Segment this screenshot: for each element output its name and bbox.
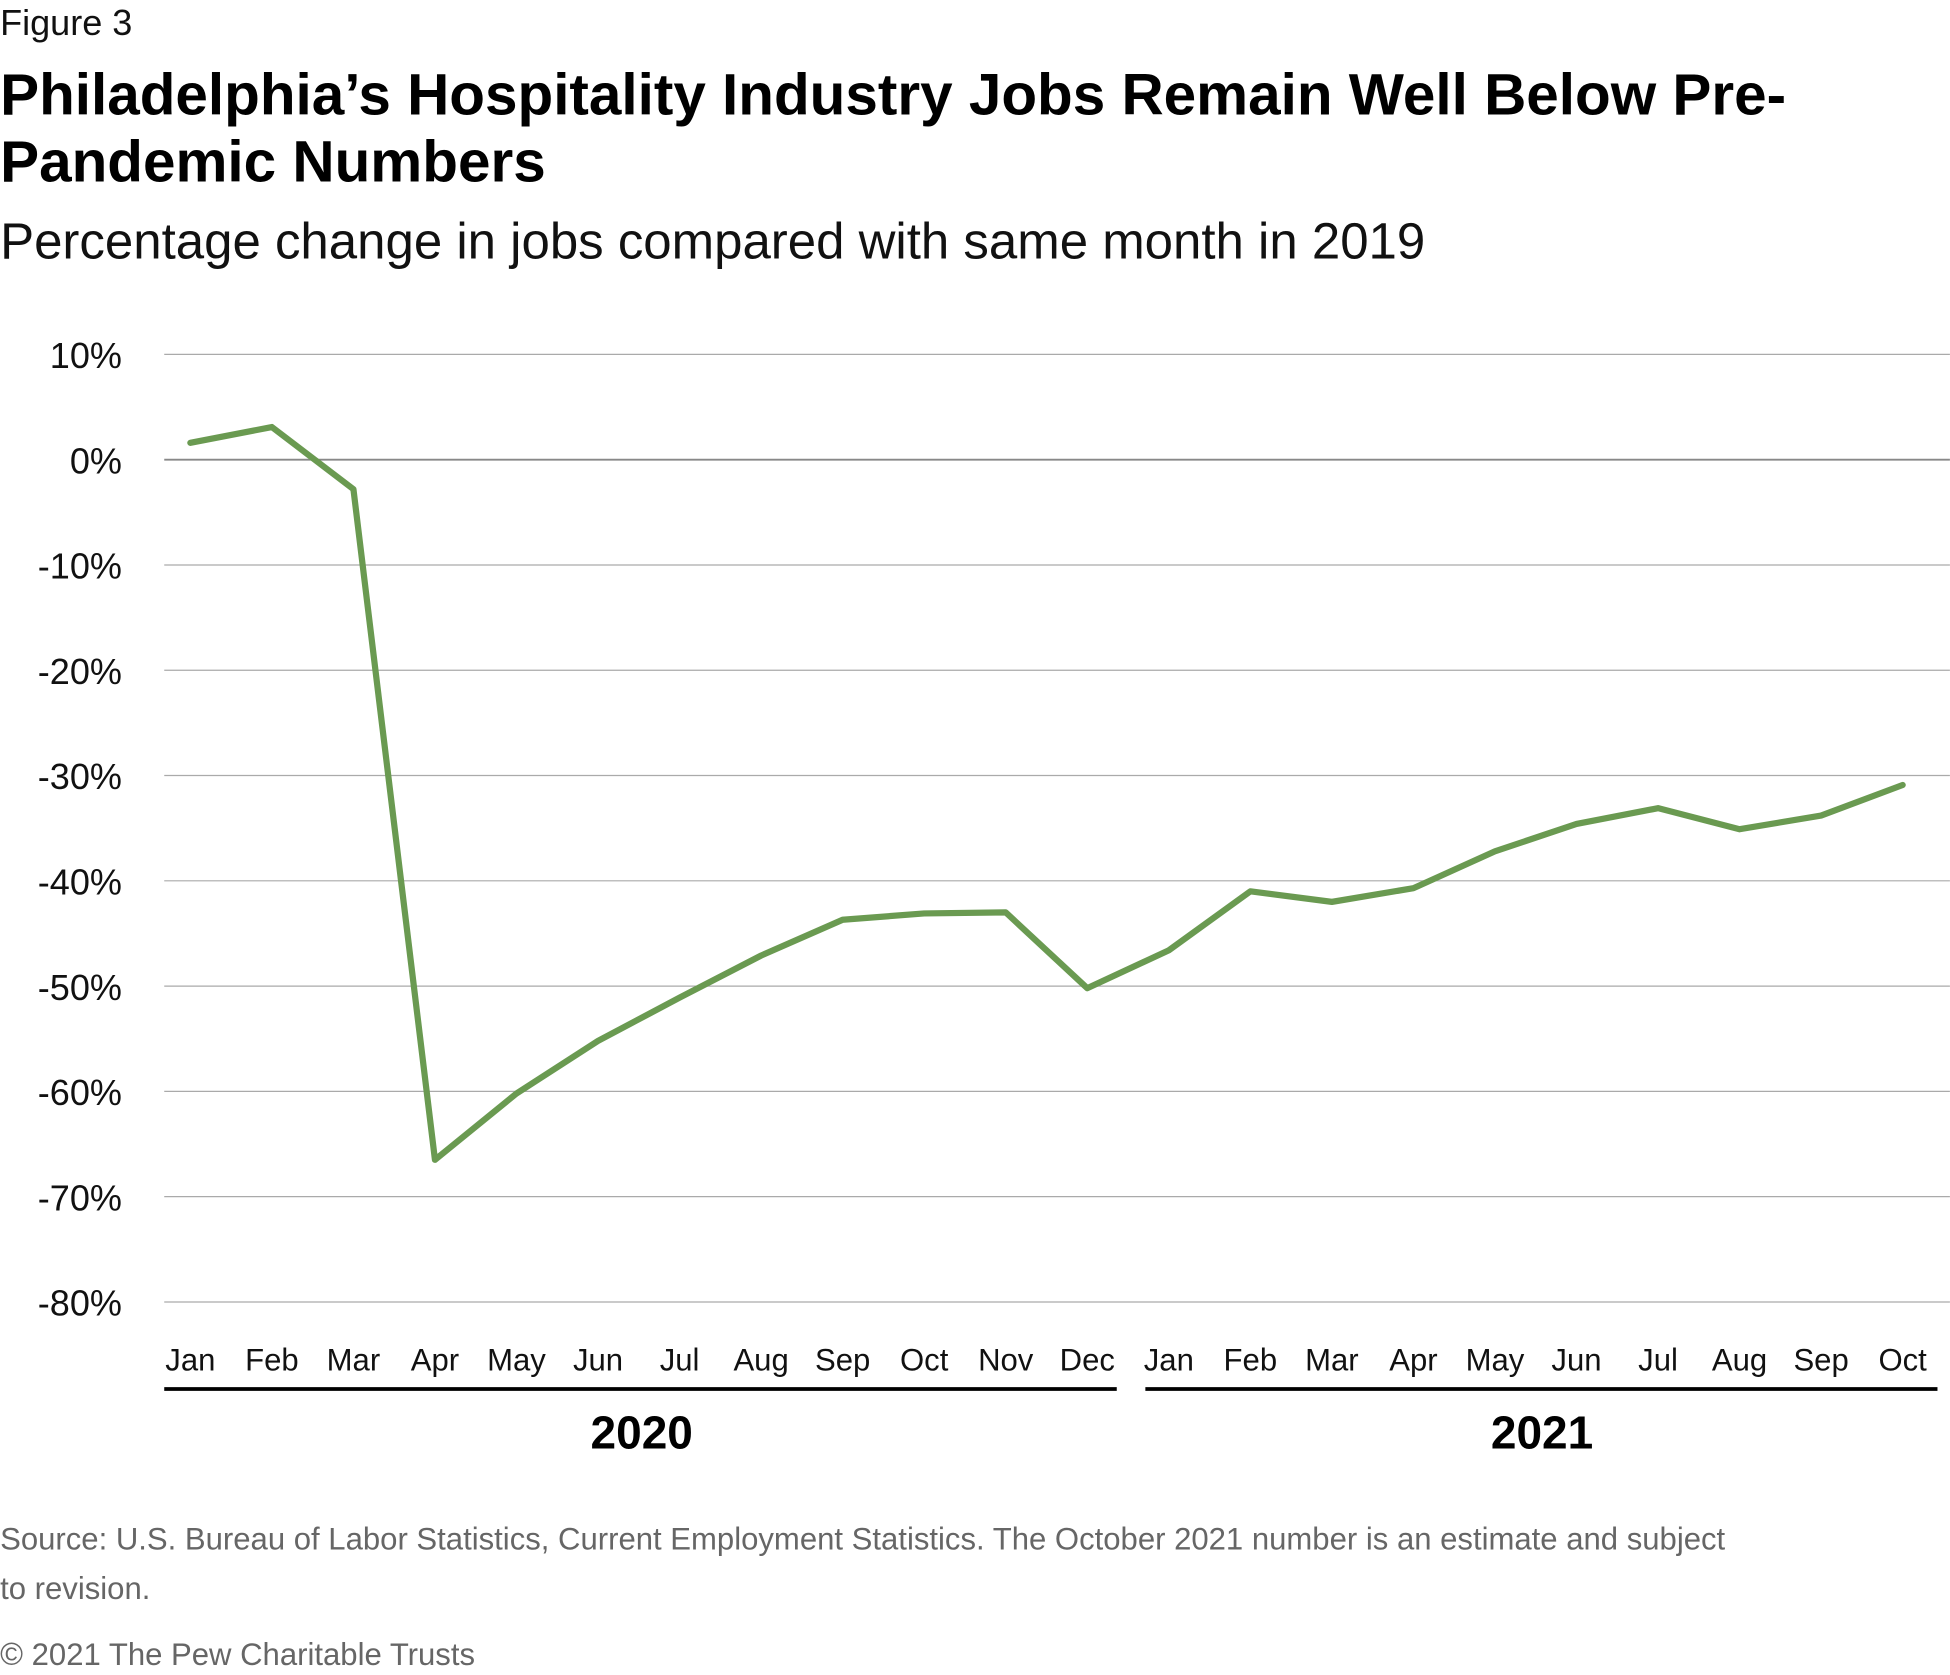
x-tick-label: Oct	[1878, 1342, 1927, 1377]
x-tick-label: Nov	[978, 1342, 1034, 1377]
x-tick-label: Jan	[165, 1342, 215, 1377]
chart-title-line2: Pandemic Numbers	[0, 130, 546, 195]
y-tick-label: -20%	[38, 651, 122, 692]
x-tick-label: Apr	[411, 1342, 459, 1377]
x-tick-label: Oct	[900, 1342, 949, 1377]
x-tick-label: Jun	[573, 1342, 623, 1377]
y-tick-label: -80%	[38, 1283, 122, 1324]
gridlines	[164, 353, 1950, 1303]
x-tick-label: Jul	[660, 1342, 700, 1377]
chart-title-line1: Philadelphia’s Hospitality Industry Jobs…	[0, 62, 1786, 127]
source-note-line1: Source: U.S. Bureau of Labor Statistics,…	[0, 1521, 1725, 1556]
x-tick-label: Feb	[245, 1342, 299, 1377]
x-tick-label: Jun	[1551, 1342, 1601, 1377]
x-tick-label: Sep	[1793, 1342, 1848, 1377]
y-tick-label: -30%	[38, 756, 122, 797]
x-tick-label: Mar	[327, 1342, 381, 1377]
x-tick-label: Feb	[1224, 1342, 1278, 1377]
y-tick-label: 0%	[70, 440, 122, 481]
source-note-line2: to revision.	[0, 1571, 150, 1606]
x-tick-label: Jan	[1144, 1342, 1194, 1377]
y-axis: 10% 0% -10% -20% -30% -40% -50% -60% -70% -80%	[38, 335, 122, 1324]
y-tick-label: -70%	[38, 1177, 122, 1218]
x-tick-label: Dec	[1060, 1342, 1115, 1377]
x-axis: Jan Feb Mar Apr May Jun Jul Aug Sep Oct Nov Dec Jan F…	[165, 1342, 1927, 1377]
year-label: 2021	[1491, 1407, 1593, 1459]
x-tick-label: Jul	[1638, 1342, 1678, 1377]
x-tick-label: Aug	[1712, 1342, 1767, 1377]
x-tick-label: Sep	[815, 1342, 870, 1377]
x-tick-label: May	[487, 1342, 546, 1377]
copyright: © 2021 The Pew Charitable Trusts	[0, 1637, 475, 1672]
year-label: 2020	[591, 1407, 693, 1459]
x-tick-label: May	[1466, 1342, 1525, 1377]
series-line	[187, 423, 1906, 1163]
series	[187, 423, 1906, 1163]
chart-subtitle: Percentage change in jobs compared with …	[0, 213, 1425, 270]
y-tick-label: -50%	[38, 967, 122, 1008]
year-groups: 2020 2021	[164, 1387, 1938, 1459]
y-tick-label: -40%	[38, 861, 122, 902]
figure-label: Figure 3	[0, 2, 132, 43]
y-tick-label: -10%	[38, 546, 122, 587]
y-tick-label: -60%	[38, 1072, 122, 1113]
x-tick-label: Apr	[1389, 1342, 1437, 1377]
x-tick-label: Aug	[733, 1342, 788, 1377]
x-tick-label: Mar	[1305, 1342, 1359, 1377]
y-tick-label: 10%	[50, 335, 122, 376]
